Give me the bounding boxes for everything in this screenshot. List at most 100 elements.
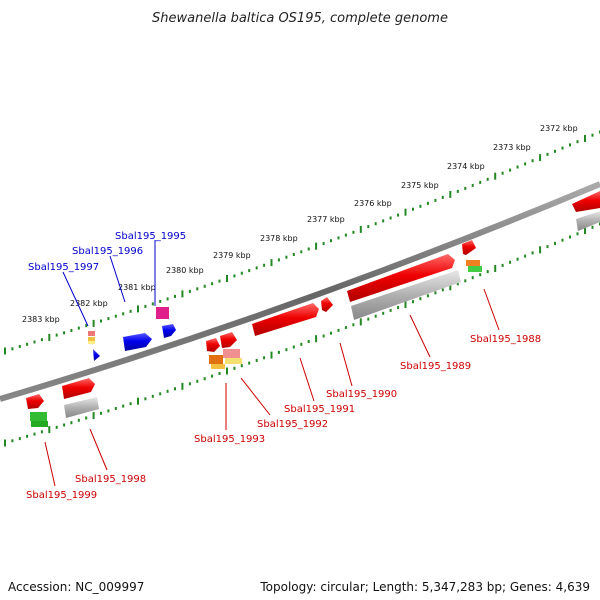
gene-sbal195-1988-arrow[interactable]: [462, 240, 476, 255]
lower-scale-minor-tick: [344, 326, 347, 330]
lower-scale-minor-tick: [412, 300, 414, 304]
upper-scale-minor-tick: [85, 324, 88, 328]
lower-scale-minor-tick: [77, 418, 80, 422]
lower-scale-minor-tick: [561, 238, 564, 242]
lower-scale-major-tick: [137, 397, 139, 405]
genome-backbone: [0, 181, 600, 402]
lower-scale-minor-tick: [248, 361, 251, 365]
lower-scale-minor-tick: [33, 432, 36, 436]
upper-scale-minor-tick: [426, 201, 429, 205]
lower-scale-minor-tick: [55, 425, 58, 429]
reverse-genes: [26, 191, 600, 427]
upper-scale-minor-tick: [412, 207, 414, 211]
gene-label-sbal195-1989[interactable]: Sbal195_1989: [400, 361, 471, 372]
gene-edge-arrow: [572, 191, 600, 212]
gene-label-sbal195-1993[interactable]: Sbal195_1993: [194, 434, 265, 445]
gene-sbal195-1998-arrow[interactable]: [62, 378, 95, 399]
upper-scale-minor-tick: [33, 340, 36, 344]
upper-scale-minor-tick: [322, 242, 325, 245]
gene-sbal195-1995-homolog: [156, 307, 169, 319]
lower-scale-minor-tick: [122, 404, 125, 408]
upper-scale-minor-tick: [591, 133, 594, 137]
accession-text: Accession: NC_009997: [8, 580, 145, 594]
upper-scale-minor-tick: [285, 255, 288, 259]
scale-label: 2372 kbp: [540, 124, 578, 133]
gene-sbal195-1997-arrow[interactable]: [93, 349, 100, 361]
upper-scale-minor-tick: [554, 149, 556, 153]
upper-scale-major-tick: [226, 275, 228, 282]
gene-label-sbal195-1998[interactable]: Sbal195_1998: [75, 474, 146, 485]
gene-sbal195-1995-arrow[interactable]: [162, 324, 176, 338]
gene-sbal195-1993-arrow[interactable]: [206, 338, 220, 352]
lower-scale-minor-tick: [70, 421, 73, 425]
lower-scale-minor-tick: [516, 257, 519, 261]
upper-scale-minor-tick: [63, 331, 66, 335]
lower-scale-minor-tick: [352, 323, 355, 327]
upper-scale-minor-tick: [255, 266, 258, 270]
upper-scale-minor-tick: [144, 304, 147, 308]
scale-label: 2379 kbp: [213, 251, 251, 260]
lower-scale-minor-tick: [151, 394, 154, 398]
gene-sbal195-1999-arrow[interactable]: [26, 394, 44, 409]
upper-scale-minor-tick: [151, 302, 154, 306]
upper-scale-minor-tick: [26, 342, 29, 346]
upper-scale-minor-tick: [77, 326, 80, 330]
lower-scale-minor-tick: [285, 348, 288, 352]
lower-scale-minor-tick: [203, 377, 206, 381]
lower-scale-minor-tick: [166, 389, 169, 393]
gene-label-sbal195-1995[interactable]: Sbal195_1995: [115, 231, 186, 242]
lower-scale-minor-tick: [471, 276, 474, 280]
gene-sbal195-1998-homolog: [64, 397, 99, 418]
leader-line: [240, 377, 271, 416]
gene-sbal195-1992-arrow[interactable]: [220, 332, 237, 348]
upper-scale-major-tick: [584, 135, 586, 142]
lower-scale-minor-tick: [546, 245, 549, 249]
gene-sbal195-1993-homolog: [209, 355, 223, 364]
upper-scale-minor-tick: [434, 198, 437, 202]
gene-sbal195-1990-arrow[interactable]: [321, 297, 333, 312]
upper-scale-minor-tick: [516, 165, 519, 169]
gene-sbal195-1997-homolog-2: [88, 337, 95, 341]
lower-scale-minor-tick: [374, 314, 377, 318]
leader-line: [89, 428, 108, 471]
gene-label-sbal195-1988[interactable]: Sbal195_1988: [470, 334, 541, 345]
lower-scale-minor-tick: [441, 288, 444, 292]
gene-label-sbal195-1997[interactable]: Sbal195_1997: [28, 262, 99, 273]
gene-label-sbal195-1999[interactable]: Sbal195_1999: [26, 490, 97, 501]
upper-scale-minor-tick: [419, 204, 422, 208]
lower-scale-major-tick: [181, 382, 184, 390]
gene-sbal195-1996-arrow[interactable]: [123, 333, 152, 351]
lower-scale-minor-tick: [382, 311, 385, 315]
gene-label-sbal195-1990[interactable]: Sbal195_1990: [326, 389, 397, 400]
genome-summary-text: Topology: circular; Length: 5,347,283 bp…: [260, 580, 590, 594]
upper-scale-minor-tick: [100, 319, 102, 323]
upper-scale-minor-tick: [233, 274, 236, 278]
forward-labels: Sbal195_1995 Sbal195_1996 Sbal195_1997: [28, 231, 186, 327]
upper-scale-major-tick: [137, 305, 139, 313]
upper-scale-minor-tick: [203, 284, 206, 288]
gene-sbal195-1989-arrow[interactable]: [347, 254, 455, 302]
lower-scale-minor-tick: [389, 308, 392, 312]
gene-label-sbal195-1992[interactable]: Sbal195_1992: [257, 419, 328, 430]
leader-line: [299, 357, 315, 402]
gene-sbal195-1991-arrow[interactable]: [252, 303, 319, 336]
upper-scale-minor-tick: [374, 222, 377, 226]
gene-sbal195-1999-homolog: [30, 412, 47, 421]
lower-scale-minor-tick: [426, 294, 429, 298]
upper-scale-minor-tick: [277, 258, 280, 262]
leader-line: [409, 314, 431, 358]
upper-scale-minor-tick: [569, 143, 571, 147]
lower-scale-minor-tick: [479, 273, 482, 277]
upper-scale-minor-tick: [263, 263, 266, 267]
gene-label-sbal195-1991[interactable]: Sbal195_1991: [284, 404, 355, 415]
lower-scale-minor-tick: [211, 374, 214, 378]
upper-scale-minor-tick: [330, 239, 332, 243]
gene-label-sbal195-1996[interactable]: Sbal195_1996: [72, 246, 143, 257]
lower-scale-minor-tick: [569, 235, 571, 239]
lower-scale-minor-tick: [576, 232, 579, 236]
upper-scale-minor-tick: [337, 236, 340, 240]
upper-scale-minor-tick: [389, 216, 392, 220]
leader-line: [483, 288, 500, 331]
upper-scale-minor-tick: [240, 271, 243, 275]
